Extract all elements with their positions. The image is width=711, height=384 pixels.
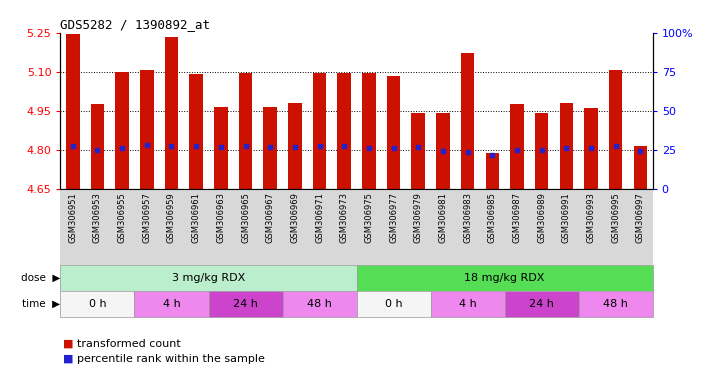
Text: 24 h: 24 h	[233, 299, 258, 309]
Text: GSM306985: GSM306985	[488, 192, 497, 243]
Bar	[189, 74, 203, 189]
Text: GSM306955: GSM306955	[117, 192, 127, 243]
Text: GSM306967: GSM306967	[266, 192, 274, 243]
Bar	[115, 72, 129, 189]
Text: GSM306965: GSM306965	[241, 192, 250, 243]
Bar	[634, 146, 647, 189]
Bar	[60, 265, 356, 291]
Bar	[387, 76, 400, 189]
Text: transformed count: transformed count	[77, 339, 181, 349]
Bar	[609, 70, 622, 189]
Text: 3 mg/kg RDX: 3 mg/kg RDX	[172, 273, 245, 283]
Text: GSM306959: GSM306959	[167, 192, 176, 243]
Bar	[239, 73, 252, 189]
Text: GSM306981: GSM306981	[439, 192, 447, 243]
Text: 48 h: 48 h	[603, 299, 628, 309]
Text: ■: ■	[63, 339, 73, 349]
Bar	[313, 73, 326, 189]
Text: 0 h: 0 h	[385, 299, 402, 309]
Text: 24 h: 24 h	[529, 299, 554, 309]
Bar	[505, 291, 579, 317]
Text: GSM306991: GSM306991	[562, 192, 571, 243]
Bar	[362, 73, 375, 189]
Text: GSM306953: GSM306953	[93, 192, 102, 243]
Bar	[282, 291, 356, 317]
Bar	[165, 36, 178, 189]
Text: GSM306995: GSM306995	[611, 192, 620, 243]
Text: ■: ■	[63, 354, 73, 364]
Bar	[431, 291, 505, 317]
Bar	[208, 291, 282, 317]
Bar	[436, 113, 450, 189]
Text: GSM306973: GSM306973	[340, 192, 348, 243]
Bar	[60, 291, 134, 317]
Bar	[140, 70, 154, 189]
Text: 18 mg/kg RDX: 18 mg/kg RDX	[464, 273, 545, 283]
Text: GSM306957: GSM306957	[142, 192, 151, 243]
Bar	[356, 265, 653, 291]
Text: dose  ▶: dose ▶	[21, 273, 60, 283]
Text: GSM306979: GSM306979	[414, 192, 423, 243]
Text: GSM306989: GSM306989	[537, 192, 546, 243]
Text: GSM306977: GSM306977	[389, 192, 398, 243]
Text: 4 h: 4 h	[459, 299, 476, 309]
Text: GSM306975: GSM306975	[365, 192, 373, 243]
Bar	[134, 291, 208, 317]
Text: time  ▶: time ▶	[22, 299, 60, 309]
Text: GSM306997: GSM306997	[636, 192, 645, 243]
Text: 4 h: 4 h	[163, 299, 181, 309]
Bar	[338, 73, 351, 189]
Bar	[412, 113, 425, 189]
Bar	[91, 104, 105, 189]
Text: GSM306987: GSM306987	[513, 192, 521, 243]
Bar	[288, 103, 301, 189]
Text: percentile rank within the sample: percentile rank within the sample	[77, 354, 264, 364]
Text: GSM306951: GSM306951	[68, 192, 77, 243]
Text: GSM306971: GSM306971	[315, 192, 324, 243]
Text: GDS5282 / 1390892_at: GDS5282 / 1390892_at	[60, 18, 210, 31]
Bar	[584, 108, 598, 189]
Bar	[214, 107, 228, 189]
Text: GSM306983: GSM306983	[463, 192, 472, 243]
Bar	[535, 113, 548, 189]
Text: 0 h: 0 h	[89, 299, 106, 309]
Bar	[356, 291, 431, 317]
Bar	[461, 53, 474, 189]
Text: GSM306993: GSM306993	[587, 192, 596, 243]
Text: GSM306969: GSM306969	[290, 192, 299, 243]
Text: 48 h: 48 h	[307, 299, 332, 309]
Bar	[263, 107, 277, 189]
Bar	[66, 34, 80, 189]
Bar	[486, 154, 499, 189]
Bar	[510, 104, 524, 189]
Bar	[560, 103, 573, 189]
Text: GSM306963: GSM306963	[216, 192, 225, 243]
Text: GSM306961: GSM306961	[192, 192, 201, 243]
Bar	[579, 291, 653, 317]
